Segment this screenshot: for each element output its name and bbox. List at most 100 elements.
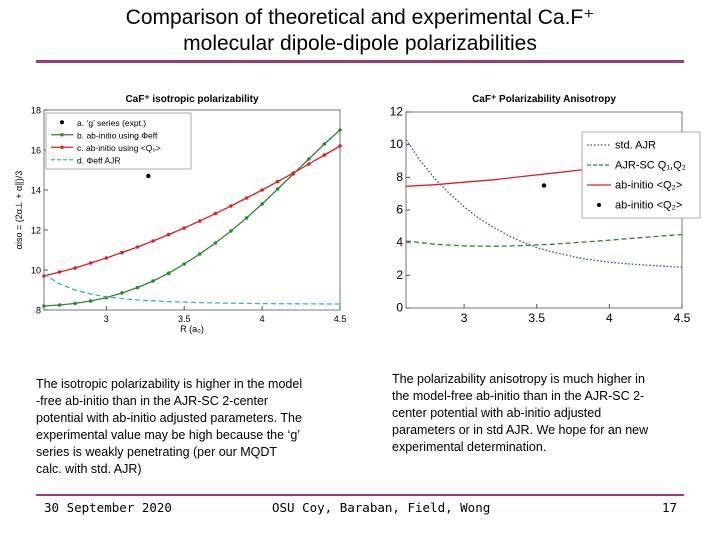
series-marker (120, 250, 124, 255)
legend-swatch-marker (60, 145, 64, 150)
isotropic-polarizability-chart: CaF⁺ isotropic polarizability 3 3.5 4 4.5 8 10… (14, 94, 347, 334)
left-description: The isotropic polarizability is higher i… (36, 376, 356, 478)
series-marker (166, 271, 171, 275)
footer-divider (36, 494, 684, 496)
series-line (405, 233, 683, 247)
y-tick-label: 0 (396, 301, 403, 315)
right-description: The polarizability anisotropy is much hi… (392, 371, 692, 456)
y-tick-label: 8 (396, 170, 403, 184)
y-tick-label: 8 (36, 306, 41, 316)
x-axis-label: R (a₀) (180, 324, 204, 334)
series-marker (57, 270, 62, 274)
series-marker (275, 179, 280, 184)
x-tick-label: 4.5 (334, 314, 347, 324)
legend-entry: std. AJR (615, 140, 656, 152)
data-point (541, 183, 547, 188)
y-tick-label: 16 (31, 146, 41, 156)
x-tick-label: 3 (461, 311, 468, 325)
slide-title-line1: Comparison of theoretical and experiment… (125, 6, 595, 29)
title-divider (36, 60, 684, 63)
series-marker (322, 153, 327, 157)
series-marker (88, 299, 93, 303)
legend-box (581, 131, 701, 219)
series-marker (182, 226, 187, 230)
left-description-line: The isotropic polarizability is higher i… (36, 377, 303, 391)
series-marker (307, 162, 311, 166)
series-line (43, 273, 341, 305)
series-marker (73, 266, 77, 270)
series-marker (291, 171, 296, 175)
x-tick-label: 3 (104, 314, 109, 324)
chart-title: CaF⁺ isotropic polarizability (125, 94, 259, 105)
series-marker (275, 187, 280, 191)
y-tick-label: 12 (390, 105, 404, 119)
right-description-line: The polarizability anisotropy is much hi… (392, 372, 645, 386)
y-tick-label: 2 (396, 268, 403, 282)
series-marker (73, 301, 77, 306)
left-description-line: -free ab-initio than in the AJR-SC 2-cen… (36, 394, 269, 408)
series-marker (244, 196, 249, 200)
series-marker (88, 261, 93, 265)
series-marker (57, 303, 62, 307)
right-description-line: parameters or in std AJR. We hope for an… (392, 423, 649, 437)
legend-entry: c. ab-initio using <Q₀> (77, 143, 161, 153)
y-tick-label: 14 (31, 186, 41, 196)
legend-entry: AJR-SC Q₁,Q₂ (615, 160, 686, 172)
y-tick-label: 4 (396, 235, 403, 249)
legend-swatch-marker (60, 132, 64, 137)
left-description-line: potential with ab-initio adjusted parame… (36, 411, 302, 425)
right-description-line: experimental determination. (392, 440, 547, 454)
series-marker (182, 262, 187, 266)
y-tick-label: 10 (390, 137, 404, 151)
series-marker (213, 241, 218, 245)
legend-entry: b. ab-initio using Φeff (77, 130, 158, 140)
left-description-line: calc. with std. AJR) (36, 462, 142, 476)
series-marker (213, 211, 218, 216)
footer-page-number: 17 (662, 500, 678, 515)
y-tick-label: 10 (31, 266, 41, 276)
series-marker (135, 245, 140, 249)
series-marker (229, 229, 233, 233)
legend-entry: d. Φeff AJR (77, 155, 120, 165)
series-marker (260, 188, 264, 192)
footer-authors: OSU Coy, Baraban, Field, Wong (272, 500, 491, 515)
legend-entry: ab-initio <Q₂> (615, 200, 682, 212)
series-marker (322, 142, 327, 146)
series-marker (135, 285, 140, 290)
right-description-line: center potential with ab-initio adjusted (392, 406, 602, 420)
y-tick-label: 6 (396, 203, 403, 217)
series-marker (229, 204, 233, 208)
chart-title: CaF⁺ Polarizability Anisotropy (472, 94, 616, 105)
series-line (43, 129, 341, 307)
series-line (43, 145, 341, 277)
left-description-line: experimental value may be high because t… (36, 428, 301, 442)
legend-swatch (597, 203, 601, 207)
footer-date: 30 September 2020 (44, 500, 172, 515)
y-axis-label: αiso = (2α⊥ + α∥)/3 (14, 171, 24, 249)
x-tick-label: 3.5 (178, 314, 191, 324)
y-tick-label: 18 (31, 106, 41, 116)
series-marker (197, 219, 202, 223)
x-tick-label: 4.5 (674, 311, 691, 325)
legend-entry: ab-initio <Q₂> (615, 180, 682, 192)
legend-entry: a. ‘g’ series (expt.) (77, 118, 146, 128)
x-tick-label: 4 (606, 311, 613, 325)
series-marker (166, 232, 171, 237)
legend-swatch (60, 120, 64, 125)
series-marker (104, 256, 109, 260)
series-line (405, 139, 683, 268)
series-marker (244, 216, 249, 220)
data-point (146, 173, 151, 179)
series-marker (120, 291, 124, 295)
series-marker (338, 128, 342, 132)
series-marker (307, 157, 311, 161)
polarizability-anisotropy-chart: CaF⁺ Polarizability Anisotropy 3 3.5 4 4.5 0 2… (390, 94, 701, 325)
left-description-line: series is weakly penetrating (per our MQ… (36, 445, 278, 459)
slide-title-line2: molecular dipole-dipole polarizabilities (183, 32, 537, 55)
y-tick-label: 12 (31, 226, 41, 236)
series-marker (338, 144, 342, 148)
series-marker (260, 202, 264, 206)
x-tick-label: 3.5 (528, 311, 545, 325)
series-marker (197, 252, 202, 256)
right-description-line: the model-free ab-initio than in the AJR… (392, 389, 645, 403)
